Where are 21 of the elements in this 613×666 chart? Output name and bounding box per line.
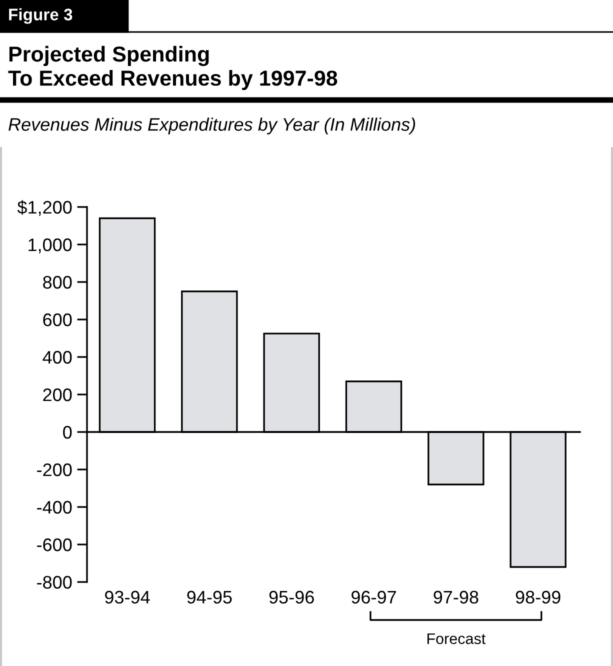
caption: Figure 3 xyxy=(9,8,72,24)
y-tick-label: -600 xyxy=(37,538,72,552)
x-tick-label: 94-95 xyxy=(187,590,232,604)
y-tick-label: 400 xyxy=(42,350,72,364)
y-tick-label: -200 xyxy=(37,463,72,476)
text: Forecast xyxy=(427,633,486,644)
x-tick-label: 95-96 xyxy=(269,590,314,604)
y-tick-label: 800 xyxy=(43,276,72,289)
y-tick-label: -800 xyxy=(37,576,72,589)
y-tick-label: $1,200 xyxy=(17,200,72,216)
y-tick-label: -400 xyxy=(37,500,72,514)
y-tick-label: 600 xyxy=(43,313,72,326)
chart-subtitle: Revenues Minus Expenditures by Year (In Millions) xyxy=(8,118,416,134)
y-tick-label: 0 xyxy=(63,426,72,439)
x-tick-label: 93-94 xyxy=(105,590,150,604)
x-tick-label: 98-99 xyxy=(516,590,560,604)
y-tick-label: 200 xyxy=(43,388,72,402)
y-tick-label: 1,000 xyxy=(28,238,72,254)
x-tick-label: 96-97 xyxy=(352,590,396,604)
x-tick-label: 97-98 xyxy=(434,590,478,604)
chart-title: Projected Spending To Exceed Revenues by 1997-98 xyxy=(8,46,338,90)
